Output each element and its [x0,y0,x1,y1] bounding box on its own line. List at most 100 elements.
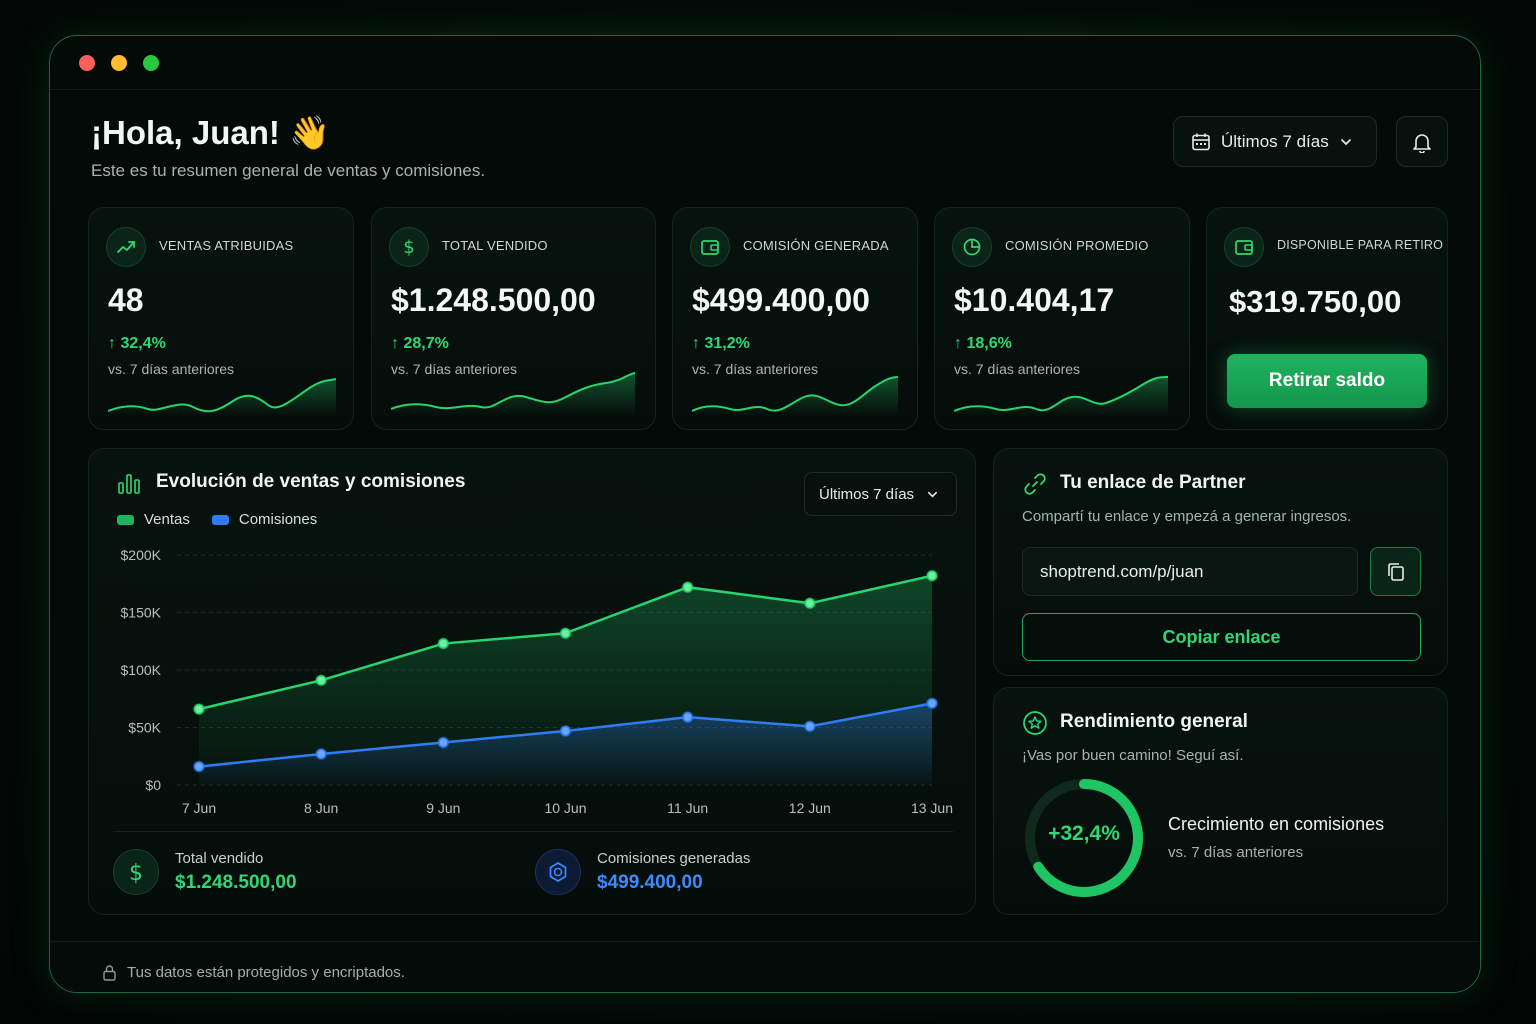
data-point[interactable] [438,638,449,649]
data-point[interactable] [438,737,449,748]
chevron-down-icon [928,491,938,497]
date-range-label: Últimos 7 días [1221,131,1329,151]
data-point[interactable] [682,581,693,593]
legend-swatch [117,514,134,525]
ring-value: +32,4% [1048,822,1120,845]
kpi-card-ventas-atribuidas: VENTAS ATRIBUIDAS 48 ↑ 32,4% vs. 7 días … [88,207,354,430]
kpi-label: COMISIÓN PROMEDIO [1005,238,1149,253]
summary-value: $1.248.500,00 [175,872,297,893]
x-tick-label: 7 Jun [182,800,216,816]
kpi-card-comision-promedio: COMISIÓN PROMEDIO $10.404,17 ↑ 18,6% vs.… [934,207,1190,430]
date-range-dropdown[interactable]: Últimos 7 días [1173,116,1377,167]
coin-icon [535,849,581,895]
svg-text:$: $ [129,861,143,885]
data-point[interactable] [560,627,571,639]
legend-label: Comisiones [238,511,318,528]
data-point[interactable] [560,725,571,737]
y-tick-label: $50K [128,720,161,736]
chart-legend: Ventas Comisiones [117,511,317,528]
trend-up-icon [106,227,146,267]
legend-label: Ventas [144,511,190,528]
chart-range-dropdown[interactable]: Últimos 7 días [804,472,957,516]
x-tick-label: 8 Jun [304,800,338,816]
kpi-delta: ↑ 32,4% [108,335,166,352]
summary-comisiones: Comisiones generadas $499.400,00 [535,849,750,895]
pie-chart-icon [952,227,992,267]
sparkline [391,372,635,415]
progress-ring [1025,779,1143,897]
page-title: ¡Hola, Juan! 👋 [91,114,331,151]
data-point[interactable] [804,721,816,732]
summary-label: Comisiones generadas [597,850,751,867]
legend-swatch [211,514,229,525]
title-bar [50,36,1480,90]
partner-subtitle: Compartí tu enlace y empezá a generar in… [1022,508,1352,525]
copy-link-button[interactable]: Copiar enlace [1022,613,1421,661]
kpi-card-disponible-retiro: DISPONIBLE PARA RETIRO $319.750,00 Retir… [1206,207,1448,430]
data-point[interactable] [315,748,327,760]
wallet-icon [1224,227,1264,267]
close-window-button[interactable] [79,55,95,71]
data-point[interactable] [315,675,327,686]
dollar-icon: $ [389,227,429,267]
data-point[interactable] [682,711,693,723]
copy-icon [1387,562,1404,581]
x-tick-label: 9 Jun [426,800,460,816]
kpi-label: COMISIÓN GENERADA [743,238,889,253]
kpi-delta: ↑ 18,6% [954,335,1012,352]
minimize-window-button[interactable] [111,55,127,71]
x-tick-label: 11 Jun [667,800,708,816]
chevron-down-icon [1340,138,1351,145]
kpi-delta: ↑ 31,2% [692,335,750,352]
y-tick-label: $100K [121,662,162,678]
x-tick-label: 13 Jun [911,800,953,816]
footer-text: Tus datos están protegidos y encriptados… [127,964,405,981]
kpi-label: DISPONIBLE PARA RETIRO [1277,238,1444,252]
y-tick-label: $0 [145,777,161,793]
x-tick-label: 12 Jun [789,800,831,816]
chart-title: Evolución de ventas y comisiones [156,471,466,492]
kpi-label: VENTAS ATRIBUIDAS [159,238,294,253]
kpi-value: $1.248.500,00 [391,282,596,318]
performance-subtitle: ¡Vas por buen camino! Seguí así. [1022,747,1244,764]
series-area-comisiones [199,703,932,785]
data-point[interactable] [193,761,205,772]
partner-link-card: Tu enlace de Partner Compartí tu enlace … [993,448,1448,676]
notifications-button[interactable] [1396,116,1448,167]
data-point[interactable] [804,598,816,609]
dollar-icon: $ [113,849,159,895]
kpi-card-comision-generada: COMISIÓN GENERADA $499.400,00 ↑ 31,2% vs… [672,207,918,430]
legend-item-comisiones[interactable]: Comisiones [211,511,318,528]
calendar-icon [1192,133,1210,150]
star-badge-icon [1023,711,1047,735]
performance-compare: vs. 7 días anteriores [1168,844,1304,861]
partner-title: Tu enlace de Partner [1060,472,1246,493]
summary-total-vendido: $ Total vendido $1.248.500,00 [113,849,297,895]
kpi-compare: vs. 7 días anteriores [954,361,1081,377]
data-point[interactable] [926,698,938,709]
chart-range-label: Últimos 7 días [819,485,915,503]
performance-metric: Crecimiento en comisiones [1168,814,1385,834]
data-point[interactable] [926,570,938,581]
kpi-label: TOTAL VENDIDO [442,238,548,253]
legend-item-ventas[interactable]: Ventas [117,511,190,528]
summary-label: Total vendido [175,850,264,867]
bell-icon [1413,133,1431,153]
wallet-icon [690,227,730,267]
withdraw-button[interactable]: Retirar saldo [1227,354,1427,408]
summary-value: $499.400,00 [597,872,703,893]
partner-link-field[interactable]: shoptrend.com/p/juan [1022,547,1358,596]
data-point[interactable] [193,703,205,715]
chart-divider [113,831,953,832]
kpi-compare: vs. 7 días anteriores [692,361,819,377]
maximize-window-button[interactable] [143,55,159,71]
line-chart: $0 $50K $100K $150K $200K 7 Jun 8 Jun 9 Jun 10 J… [121,547,954,816]
svg-text:$: $ [403,237,414,258]
sparkline [954,376,1168,415]
kpi-value: $499.400,00 [692,282,870,318]
y-tick-label: $200K [121,547,162,563]
copy-icon-button[interactable] [1370,547,1421,596]
sales-chart-card: Evolución de ventas y comisiones Ventas … [88,448,976,915]
y-tick-label: $150K [121,605,162,621]
page-subtitle: Este es tu resumen general de ventas y c… [91,161,486,180]
